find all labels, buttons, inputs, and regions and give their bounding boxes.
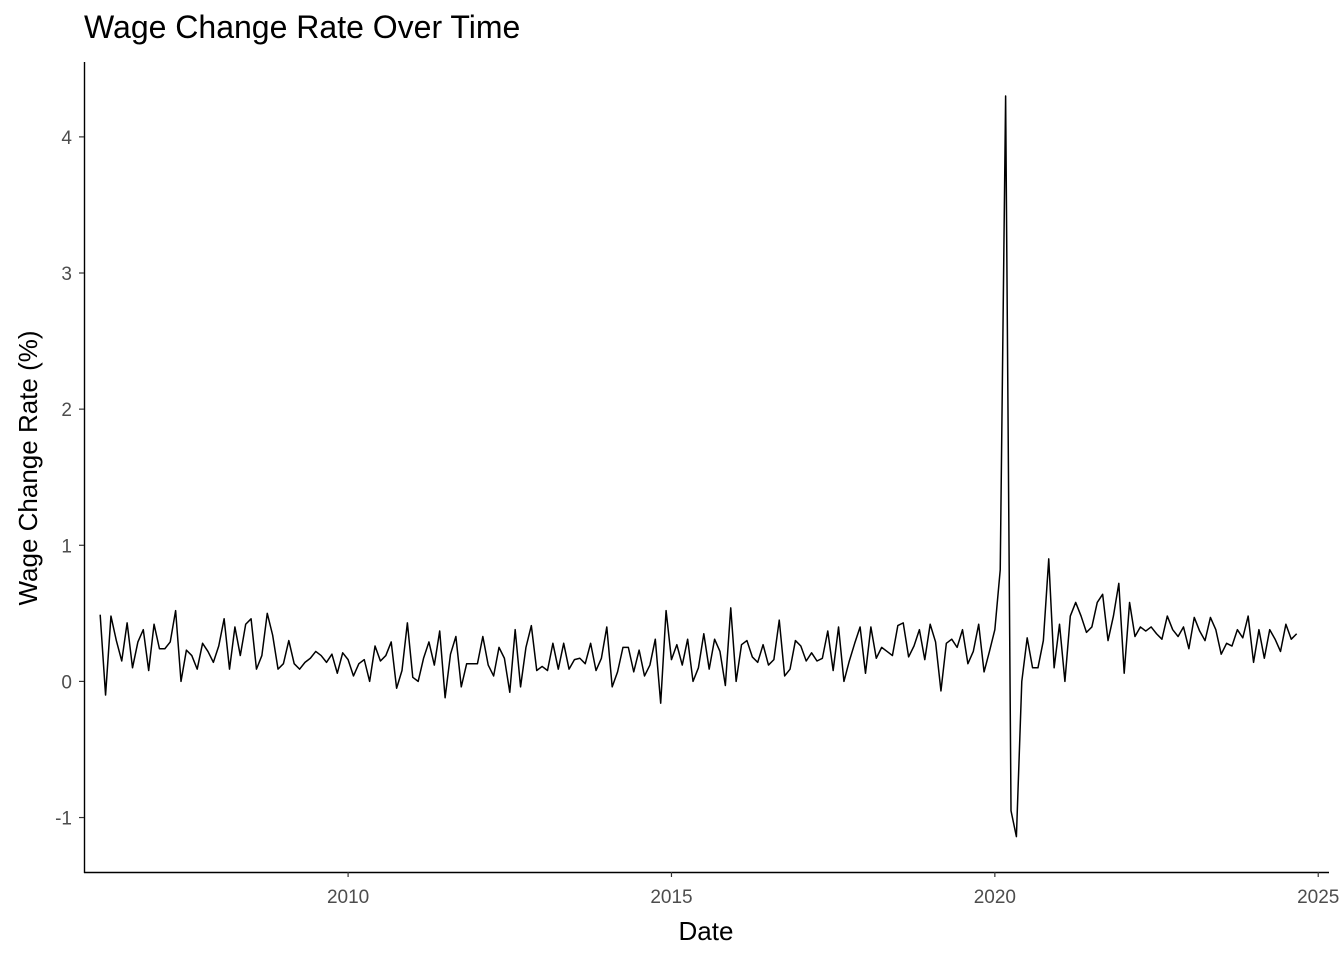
y-axis-title: Wage Change Rate (%) <box>13 330 43 605</box>
x-tick-label: 2025 <box>1297 887 1339 908</box>
series-line <box>99 95 1298 838</box>
y-axis-ticks: -1 0 1 2 3 4 <box>55 128 84 830</box>
x-tick-label: 2020 <box>974 887 1016 908</box>
chart-title: Wage Change Rate Over Time <box>84 9 521 45</box>
x-axis-ticks: 2010 2015 2020 2025 <box>327 872 1339 908</box>
y-tick-label: 0 <box>61 672 72 693</box>
y-tick-label: -1 <box>55 809 72 830</box>
x-tick-label: 2010 <box>327 887 369 908</box>
y-tick-label: 2 <box>61 400 72 421</box>
x-tick-label: 2015 <box>650 887 692 908</box>
y-tick-label: 3 <box>61 264 72 285</box>
y-tick-label: 4 <box>61 128 72 149</box>
y-tick-label: 1 <box>61 536 72 557</box>
x-axis-title: Date <box>679 916 734 946</box>
